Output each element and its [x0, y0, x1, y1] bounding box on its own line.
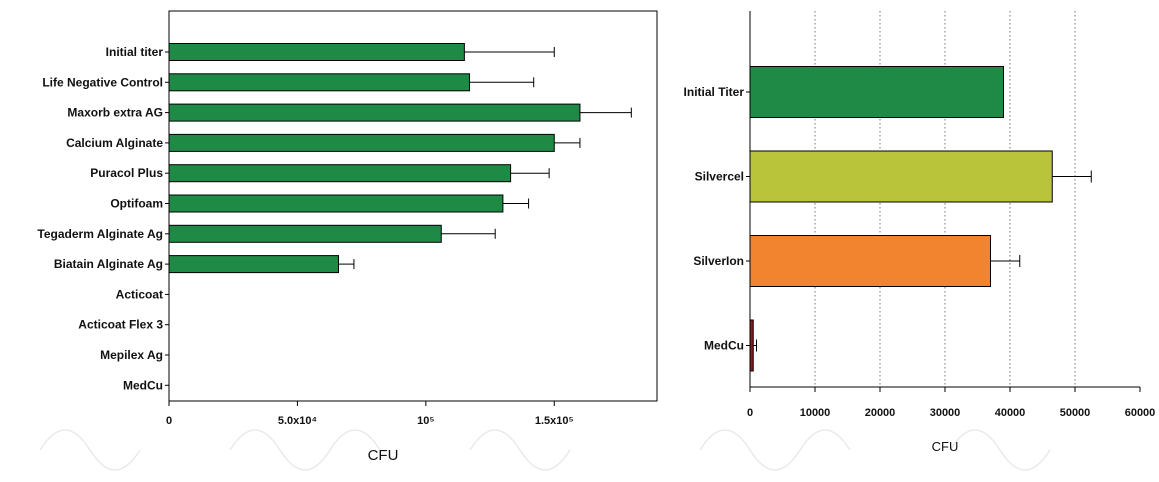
left-category-label: Biatain Alginate Ag: [54, 257, 163, 271]
left-category-label: MedCu: [123, 378, 163, 392]
left-bar: [168, 133, 555, 152]
right-bar: [749, 319, 754, 372]
left-chart: Initial titer Life Negative Control Maxorb…: [37, 10, 658, 464]
right-chart: Initial Titer Silvercel SilverIon MedCu 0 100…: [684, 11, 1156, 454]
left-category-label: Mepilex Ag: [100, 348, 163, 362]
left-category-label: Acticoat Flex 3: [78, 318, 163, 332]
right-category-label: Initial Titer: [684, 85, 745, 99]
left-category-label: Life Negative Control: [42, 75, 163, 89]
left-category-label: Optifoam: [110, 197, 163, 211]
left-bar: [168, 103, 581, 122]
left-category-label: Maxorb extra AG: [67, 106, 163, 120]
right-x-tick-label: 30000: [930, 407, 961, 419]
right-x-axis-title: CFU: [932, 439, 959, 454]
left-x-tick-label: 5.0x10⁴: [278, 415, 317, 427]
left-bar: [168, 255, 340, 274]
right-bar: [749, 150, 1053, 203]
left-category-label: Acticoat: [116, 287, 163, 301]
left-x-axis-title: CFU: [368, 447, 399, 464]
background-watermark: [39, 429, 1051, 471]
left-x-tick-label: 10⁵: [417, 415, 434, 427]
left-category-label: Tegaderm Alginate Ag: [37, 227, 163, 241]
right-x-tick-label: 10000: [800, 407, 831, 419]
right-x-tick-label: 50000: [1060, 407, 1091, 419]
right-category-label: MedCu: [704, 339, 744, 353]
left-category-label: Calcium Alginate: [66, 136, 163, 150]
right-bar: [749, 235, 991, 287]
left-bar: [168, 43, 465, 61]
left-bar: [168, 164, 512, 183]
right-category-label: Silvercel: [695, 170, 744, 184]
right-x-tick-label: 60000: [1125, 407, 1156, 419]
right-bar: [749, 66, 1004, 118]
left-x-tick-label: 0: [166, 415, 172, 427]
right-x-tick-label: 20000: [865, 407, 896, 419]
right-x-tick-label: 40000: [995, 407, 1026, 419]
left-bar: [168, 224, 442, 243]
left-category-label: Initial titer: [106, 45, 164, 59]
left-x-tick-label: 1.5x10⁵: [535, 415, 574, 427]
right-category-label: SilverIon: [693, 254, 744, 268]
right-x-tick-label: 0: [747, 407, 753, 419]
left-bar: [168, 73, 471, 92]
left-category-label: Puracol Plus: [90, 166, 163, 180]
left-bar: [168, 194, 504, 213]
